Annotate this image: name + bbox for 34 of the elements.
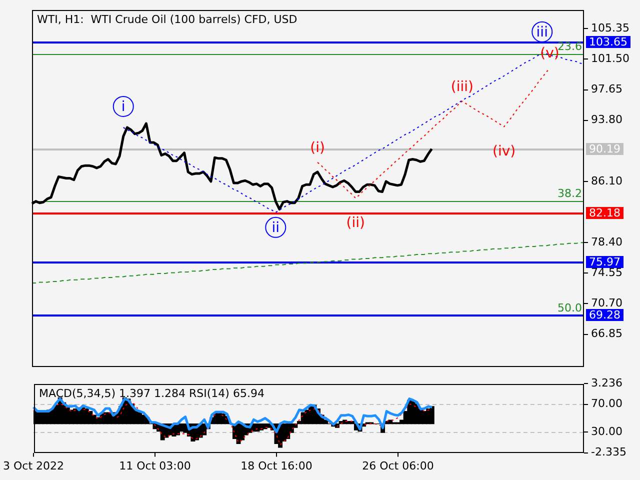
ref-line-label: 82.18 [589, 206, 620, 220]
y-tick-label: 93.80 [591, 113, 622, 126]
y-tick-label: 74.55 [591, 266, 622, 279]
y-tick-label: 3.236 [591, 376, 622, 390]
y-tick-label: 97.65 [591, 82, 622, 96]
ref-line-label: 75.97 [589, 255, 620, 268]
data-label: i [121, 99, 126, 116]
ref-line-label: 69.28 [589, 308, 620, 322]
y-tick-label: -2.335 [591, 446, 626, 459]
y-tick-label: 66.85 [591, 327, 622, 340]
annotation: 23.6 [558, 40, 582, 54]
data-label: (ii) [346, 214, 365, 231]
annotation: 38.2 [558, 186, 582, 200]
y2-tick-label: 70.00 [591, 397, 622, 410]
x-tick-label: 26 Oct 06:00 [362, 459, 434, 472]
x-tick-label: 18 Oct 16:00 [240, 459, 312, 472]
chart-title: WTI, H1: WTI Crude Oil (100 barrels) CFD, USD [37, 13, 298, 26]
y-tick-label: 86.10 [591, 174, 622, 188]
ref-line-label: 103.65 [589, 35, 628, 48]
y-tick-label: 78.40 [591, 235, 622, 248]
ref-line-label: 90.19 [589, 142, 620, 156]
data-label: (iv) [492, 143, 516, 160]
y2-tick-label: 30.00 [591, 424, 622, 438]
x-tick-label: 11 Oct 03:00 [119, 459, 191, 472]
chart-title: MACD(5,34,5) 1.397 1.284 RSI(14) 65.94 [39, 387, 264, 400]
data-label: (iii) [450, 78, 474, 95]
data-label: ii [272, 220, 280, 236]
y-tick-label: 70.70 [591, 296, 622, 310]
y-tick-label: 101.50 [591, 52, 630, 66]
annotation: 50.0 [558, 301, 582, 314]
data-label: (i) [310, 140, 325, 156]
x-tick-label: 3 Oct 2022 [2, 459, 64, 472]
data-label: iii [536, 24, 548, 40]
y-tick-label: 105.35 [591, 22, 630, 35]
